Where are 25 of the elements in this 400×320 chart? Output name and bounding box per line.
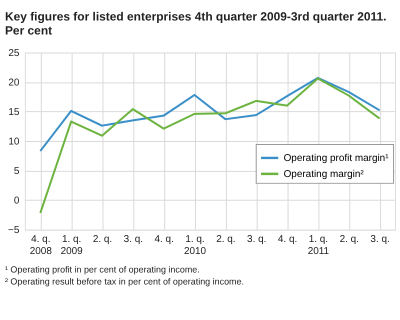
y-tick-label: 10 (8, 136, 20, 148)
x-tick-label: 3. q. (247, 234, 266, 246)
chart-title: Key figures for listed enterprises 4th quarter 2009-3rd quarter 2011. Per cent (4, 10, 386, 38)
legend-label: Operating profit margin¹ (284, 152, 390, 164)
x-tick-label: 1. q. 2010 (184, 234, 207, 257)
x-tick-label: 2. q. (92, 234, 112, 246)
y-tick-label: −5 (8, 225, 20, 236)
text: ² Operating result before tax in per cent of operating income. (4, 276, 244, 286)
y-tick-label: 25 (8, 48, 20, 59)
x-tick-label: 2. q. (340, 234, 359, 246)
x-tick-label: 4. q. 2008 (30, 234, 52, 257)
text: ¹ Operating profit in per cent of operating income. (4, 264, 200, 274)
x-tick-label: 4. q. (278, 234, 298, 246)
x-tick-label: 3. q. (124, 234, 144, 246)
x-tick-label: 1. q. 2011 (308, 234, 330, 257)
x-tick-label: 2. q. (216, 234, 236, 246)
line-series (39, 76, 381, 152)
y-tick-label: 15 (8, 106, 20, 118)
y-tick-label: 20 (8, 77, 20, 88)
legend-label: Operating margin² (284, 168, 364, 180)
y-tick-label: 5 (14, 166, 20, 178)
x-tick-label: 4. q. (154, 234, 174, 246)
y-tick-label: 0 (14, 196, 20, 207)
x-tick-label: 3. q. (370, 234, 390, 246)
x-tick-label: 1. q. 2009 (60, 234, 84, 257)
